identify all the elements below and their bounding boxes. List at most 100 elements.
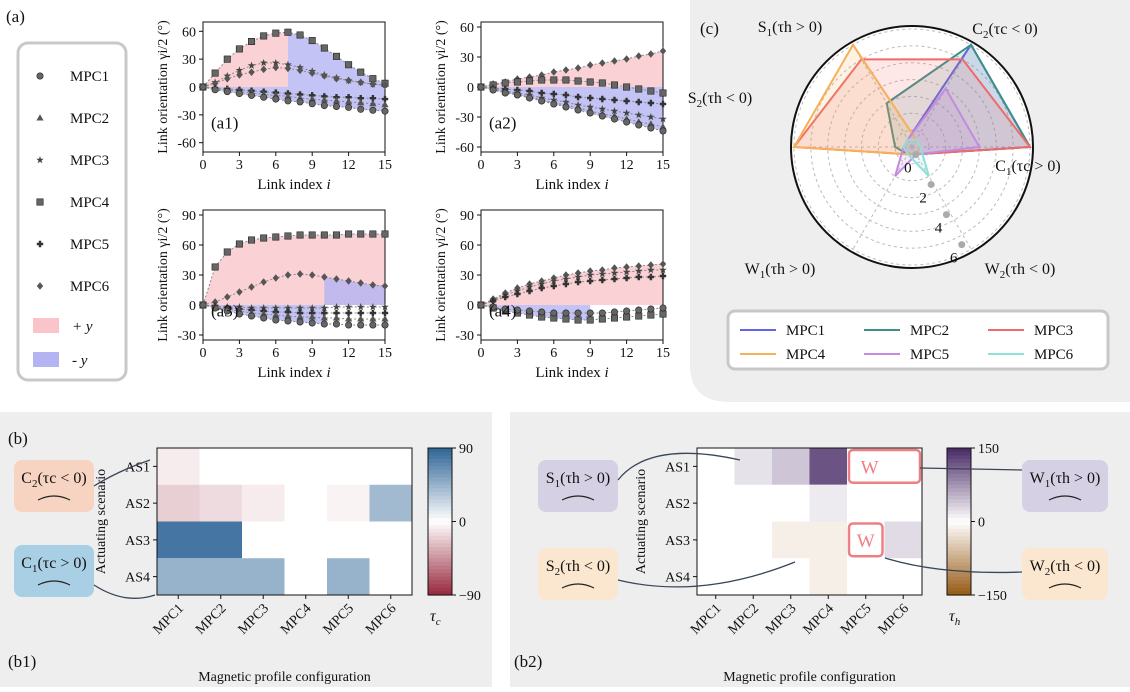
data-point xyxy=(345,61,353,69)
heatmap-row-label: AS4 xyxy=(665,571,690,586)
chart-a1: 0 3 6 9 12 15 -60 -30 0 30 60 (a1) Link index i Link … xyxy=(156,20,392,193)
colorbar-segment xyxy=(428,565,452,570)
data-point xyxy=(381,100,389,108)
data-point xyxy=(248,236,256,244)
data-point xyxy=(357,98,365,106)
y-tick-label: 60 xyxy=(182,25,196,40)
heatmap-row-label: AS4 xyxy=(125,571,150,586)
data-point xyxy=(272,274,279,282)
data-point xyxy=(623,263,630,271)
arrow-w1 xyxy=(919,467,1023,471)
colorbar-segment xyxy=(428,517,452,523)
x-tick-label: 15 xyxy=(378,158,392,173)
colorbar-segment xyxy=(428,459,452,464)
x-axis-label: Link index i xyxy=(257,177,330,193)
shade-pos xyxy=(481,264,663,305)
data-point xyxy=(501,79,509,87)
series-line xyxy=(480,263,664,306)
data-point xyxy=(284,60,292,68)
data-point xyxy=(308,100,316,108)
heatmap-cell xyxy=(772,521,810,559)
colorbar-label: τh xyxy=(949,608,961,628)
x-axis-label-var: i xyxy=(326,365,330,381)
data-point xyxy=(381,315,389,322)
colorbar-segment xyxy=(947,495,971,501)
colorbar-segment xyxy=(947,521,971,526)
legend-marker-circle xyxy=(36,72,44,80)
data-point xyxy=(332,231,340,239)
heatmap-cell xyxy=(157,448,200,485)
data-point xyxy=(610,107,619,115)
data-point xyxy=(357,321,365,329)
data-point xyxy=(610,115,618,123)
data-point xyxy=(345,277,352,285)
colorbar-segment xyxy=(947,565,971,570)
y-axis-label: Actuating scenario xyxy=(94,469,109,574)
colorbar-segment xyxy=(428,506,452,512)
colorbar-segment xyxy=(947,580,971,585)
data-point xyxy=(272,63,279,72)
colorbar-segment xyxy=(947,554,971,559)
data-point xyxy=(284,97,292,105)
note-s2 xyxy=(538,548,618,600)
data-point xyxy=(659,266,667,274)
data-point xyxy=(199,83,207,91)
radar-axis-cond: (τc < 0) xyxy=(988,21,1037,38)
data-point xyxy=(248,283,255,291)
radar-axis-cond: (τc > 0) xyxy=(1011,158,1060,175)
colorbar-segment xyxy=(428,561,452,567)
x-tick-label: 9 xyxy=(309,346,316,361)
data-point xyxy=(513,306,521,314)
series-line xyxy=(202,86,386,112)
radar-legend-label: MPC6 xyxy=(1034,347,1074,363)
colorbar-segment xyxy=(428,521,452,526)
colorbar-segment xyxy=(428,558,452,563)
data-point xyxy=(635,85,643,93)
legend-swatch-pos xyxy=(33,318,59,333)
series-line xyxy=(480,50,664,88)
data-point xyxy=(477,301,485,309)
radar-axis-sub: 2 xyxy=(983,29,989,41)
w-highlight-box xyxy=(847,448,922,484)
legend-marker-square xyxy=(36,198,44,206)
colorbar-segment xyxy=(428,448,452,453)
data-point xyxy=(284,28,292,36)
heatmap-cell xyxy=(327,484,370,522)
heatmap-border xyxy=(156,447,413,596)
data-point xyxy=(284,92,292,99)
y-tick-label: 0 xyxy=(467,299,474,314)
radar-rtick-dot xyxy=(958,241,966,249)
legend-marker-star xyxy=(36,156,44,164)
data-point xyxy=(635,52,642,60)
data-point xyxy=(538,308,546,316)
x-tick-label: 9 xyxy=(309,158,316,173)
colorbar-segment xyxy=(428,580,452,585)
colorbar-segment xyxy=(947,572,971,578)
x-tick-label: 12 xyxy=(620,346,634,361)
colorbar-segment xyxy=(947,462,971,467)
shade-neg xyxy=(324,277,385,305)
data-point xyxy=(611,264,618,272)
data-point xyxy=(562,91,570,99)
data-point xyxy=(308,231,316,239)
y-tick-label: 90 xyxy=(182,209,196,224)
x-tick-label: 6 xyxy=(272,346,279,361)
y-tick-label: 30 xyxy=(460,269,474,284)
data-point xyxy=(211,86,219,94)
note-cond: (τh < 0) xyxy=(1050,558,1100,575)
series-line xyxy=(202,86,386,106)
data-point xyxy=(381,107,389,115)
data-point xyxy=(562,315,570,323)
panel-label-a: (a) xyxy=(6,7,25,26)
data-point xyxy=(538,76,546,84)
data-point xyxy=(647,50,655,58)
data-point xyxy=(647,261,655,269)
data-point xyxy=(357,315,365,322)
data-point xyxy=(635,121,643,129)
data-point xyxy=(562,76,570,84)
y-tick-label: 0 xyxy=(467,81,474,96)
data-point xyxy=(647,305,655,313)
colorbar-segment xyxy=(428,550,452,556)
y-tick-label: -30 xyxy=(177,109,196,124)
